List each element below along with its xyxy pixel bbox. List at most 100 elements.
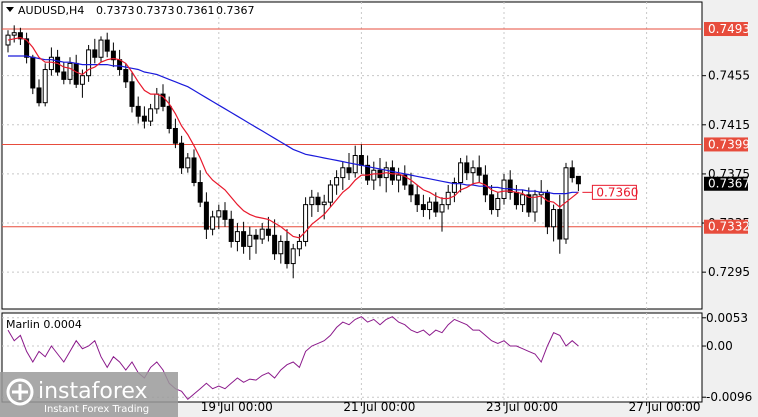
candle-body [216,210,222,218]
candle-body [30,56,36,89]
main-plot-background [1,1,703,310]
moving-averages [7,36,579,239]
candle-body [371,169,377,181]
candle-body [17,32,23,40]
current-price-tag [704,176,748,191]
level-tag [704,137,748,152]
candle-body [253,234,259,240]
candle-body [520,194,526,206]
candle-body [532,194,538,213]
time-axis: 19 Jul 00:00 21 Jul 00:00 23 Jul 00:00 27 J… [201,400,701,414]
candle-body [104,39,110,52]
indicator-axis: 0.0053 0.00 -0.0096 [702,311,752,404]
candle-body [551,209,557,228]
candle-body [172,127,178,144]
candle-body [247,234,253,247]
candle-body [203,201,209,230]
candle-body [185,157,191,169]
ma-fast-line [7,36,579,239]
candle-body [222,210,228,220]
candle-body [365,164,371,181]
candle-body [135,105,141,117]
x-tick-label: 23 Jul 00:00 [486,400,558,414]
candle-body [191,157,197,184]
level-tag [704,219,748,234]
candle-body [42,69,48,104]
triangle-down-icon [6,7,14,12]
candle-body [123,69,129,83]
candle-body [557,209,563,240]
y-tick-label: 0.7295 [708,265,750,279]
candle-body [569,167,575,179]
y-tick-label: 0.0053 [706,311,748,325]
candle-body [86,49,92,77]
candle-body [73,62,79,85]
header-open: 0.7373 [96,4,135,17]
candle-body [464,162,470,174]
level-tag [704,22,748,37]
candle-body [439,204,445,213]
candle-body [290,248,296,265]
candle-body [470,167,476,174]
instaforex-watermark: instaforex Instant Forex Trading [0,372,178,417]
candle-body [396,174,402,181]
candle-body [340,167,346,179]
candle-body [234,231,240,242]
candle-body [420,204,426,211]
candle-body [241,231,247,247]
candle-body [67,62,73,80]
indicator-label: Marlin 0.0004 [6,318,82,331]
candle-body [110,50,116,61]
candle-body [315,196,321,206]
candle-body [48,56,54,71]
candle-body [272,234,278,255]
candle-body [327,184,333,203]
x-tick-label: 21 Jul 00:00 [343,400,415,414]
candle-body [303,204,309,242]
level-tag-label: 0.7493 [708,22,750,36]
candle-body [166,105,172,129]
candle-body [160,93,166,107]
y-tick-label: 0.00 [706,339,733,353]
candle-body [259,228,265,240]
candle-body [79,75,85,85]
x-tick-label: 27 Jul 00:00 [629,400,701,414]
marlin-line [7,316,579,401]
level-lines [2,28,702,228]
chart-header: AUDUSD,H4 0.7373 0.7373 0.7361 0.7367 [6,4,255,17]
level-tag-label: 0.7332 [708,220,750,234]
candle-body [179,142,185,169]
watermark-tagline: Instant Forex Trading [44,404,149,415]
candle-body [129,81,135,107]
ma-slow-line [8,55,579,195]
header-low: 0.7361 [176,4,215,17]
candle-body [36,87,42,104]
watermark-brand: instaforex [38,379,148,404]
candle-body [451,182,457,193]
candle-body [284,240,290,265]
x-tick-label: 19 Jul 00:00 [201,400,273,414]
candle-body [197,182,203,203]
candle-body [544,191,550,228]
candle-body [402,174,408,186]
current-price-label: 0.7367 [708,177,750,191]
candle-body [228,218,234,242]
candle-body [458,162,464,184]
candle-body [526,194,532,213]
candle-body [495,197,501,211]
candle-body [11,32,17,36]
candle-body [433,201,439,213]
instaforex-logo-icon [6,378,34,406]
y-tick-label: -0.0096 [706,390,752,404]
candle-body [309,196,315,206]
candle-body [513,191,519,206]
candle-body [334,177,340,186]
candle-body [265,228,271,236]
candle-body [346,167,352,174]
candle-body [278,240,284,255]
header-high: 0.7373 [136,4,175,17]
candle-body [92,49,98,58]
candle-body [154,93,160,110]
candle-body [98,39,104,58]
